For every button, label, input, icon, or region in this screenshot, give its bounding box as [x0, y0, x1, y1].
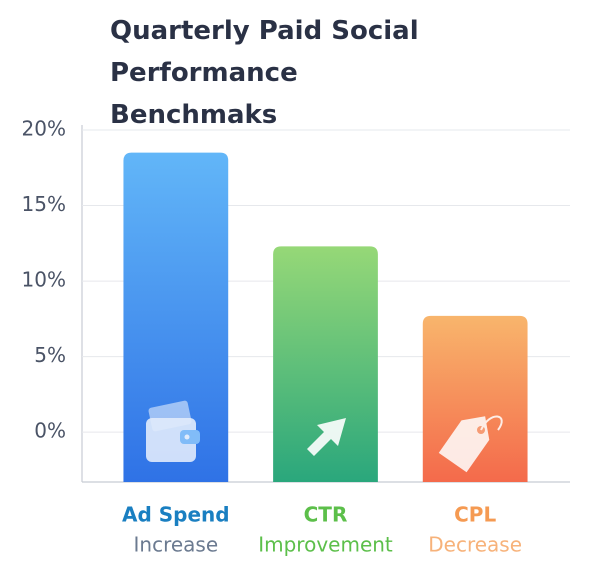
wallet-icon [146, 400, 200, 462]
y-tick-label: 20% [22, 117, 66, 141]
arrow-icon [307, 418, 346, 456]
x-tick-label: CPL [454, 503, 496, 527]
chart-title: Quarterly Paid Social Performance Benchm… [110, 16, 419, 130]
x-tick-sublabel: Decrease [428, 533, 522, 557]
y-tick-label: 0% [34, 419, 66, 443]
x-tick-label: Ad Spend [122, 503, 230, 527]
icons [146, 400, 503, 473]
y-tick-label: 15% [22, 192, 66, 216]
tag-icon [438, 415, 503, 473]
bar [273, 246, 378, 482]
x-tick-sublabel: Improvement [258, 533, 393, 557]
y-tick-label: 5% [34, 343, 66, 367]
x-tick-sublabel: Increase [134, 533, 219, 557]
x-tick-label: CTR [304, 503, 348, 527]
y-tick-label: 10% [22, 268, 66, 292]
bar [123, 152, 229, 482]
